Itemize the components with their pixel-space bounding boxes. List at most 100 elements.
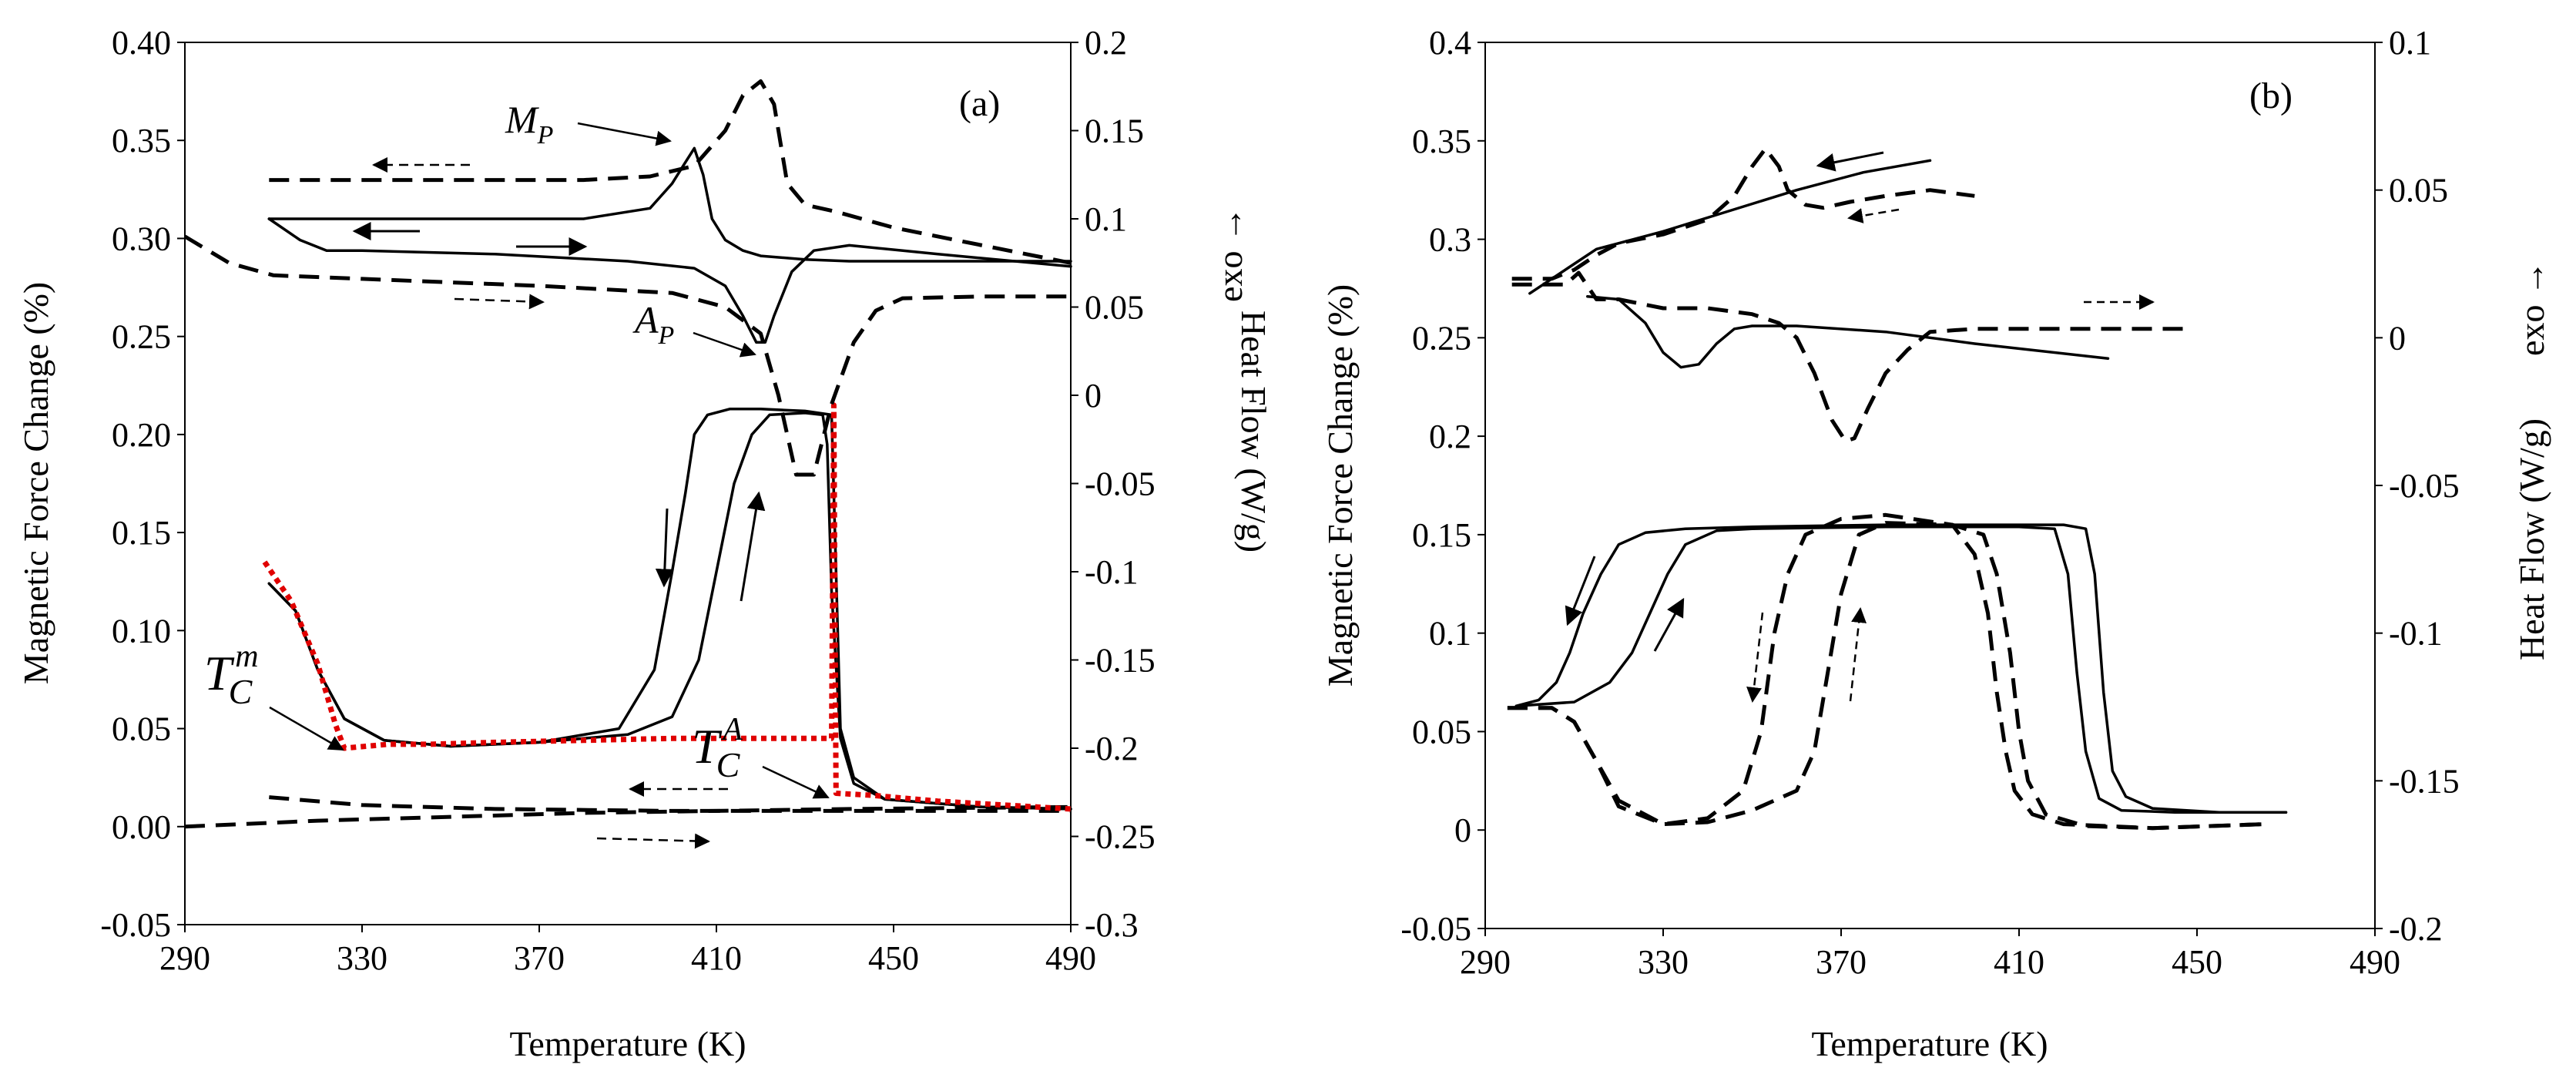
series-line-a-5: [267, 146, 1072, 263]
x-axis-label-b: Temperature (K): [1811, 1024, 2048, 1063]
plot-area-b: [1484, 42, 2376, 929]
y-tick-label: 0: [1454, 811, 1471, 849]
y-tick-label: 0.35: [112, 122, 171, 160]
x-tick-label: 290: [159, 939, 210, 977]
y-tick-label: 0.10: [112, 612, 171, 650]
y-tick-label: 0.15: [1412, 516, 1471, 554]
dir-arrow-dashed-left-top-b: [1847, 208, 1900, 223]
dir-arrow-dashed-down-b: [1746, 612, 1764, 703]
y2-tick-label: -0.2: [1085, 730, 1139, 767]
x-tick-label: 290: [1460, 943, 1511, 981]
y-axis-label-a: Magnetic Force Change (%): [16, 282, 55, 684]
y-tick-label: 0.05: [112, 710, 171, 748]
y2-tick-label: 0.1: [2389, 24, 2431, 62]
arrow-mp: [577, 122, 672, 146]
y2-tick-label: 0: [2389, 319, 2406, 357]
x-tick-label: 450: [2172, 943, 2222, 981]
x-tick-label: 450: [868, 939, 919, 977]
series-line-a-3: [184, 804, 1072, 829]
arrow-tca: [762, 765, 830, 799]
series-line-b-6: [1511, 146, 1975, 281]
panel-label-a: (a): [959, 83, 1000, 124]
x-tick-label: 490: [2350, 943, 2400, 981]
y2-exo-label-b: exo →: [2512, 260, 2551, 356]
annotation-ap: AP: [632, 298, 674, 350]
dir-arrow-dashed-right-mid: [454, 294, 545, 310]
y2-tick-label: -0.05: [2389, 467, 2460, 505]
series-line-b-4: [1528, 159, 1932, 295]
series-line-a-6: [267, 217, 1072, 344]
series-line-a-7: [269, 79, 1072, 265]
y-tick-label: 0.05: [1412, 713, 1471, 751]
series-line-a-4: [262, 402, 1072, 812]
y2-tick-label: 0.2: [1085, 24, 1127, 62]
y-tick-label: -0.05: [1400, 910, 1471, 948]
x-tick-label: 370: [1816, 943, 1867, 981]
panel-label-b: (b): [2249, 76, 2293, 116]
x-tick-label: 330: [1638, 943, 1689, 981]
annotation-mp: MP: [505, 98, 553, 149]
series-line-a-0: [267, 408, 1072, 811]
y-tick-label: 0.25: [1412, 319, 1471, 357]
y-tick-label: 0.3: [1429, 221, 1471, 259]
dir-arrow-solid-left-top-b: [1816, 151, 1884, 172]
y2-tick-label: -0.1: [1085, 553, 1139, 591]
series-line-b-3: [1507, 521, 2264, 831]
dir-arrow-dashed-up-b: [1849, 607, 1867, 702]
annotation-tca: TCA: [692, 712, 743, 784]
y-tick-label: 0.4: [1429, 24, 1471, 62]
y-tick-label: 0.00: [112, 808, 171, 846]
arrow-ap: [693, 331, 756, 358]
y2-tick-label: -0.3: [1085, 906, 1139, 944]
y2-tick-label: 0.05: [1085, 289, 1144, 327]
dir-arrow-solid-down: [655, 508, 674, 588]
series-line-a-8: [183, 234, 1071, 477]
y-axis-label-b: Magnetic Force Change (%): [1320, 284, 1360, 687]
plot-area-a: [184, 42, 1072, 925]
panel-b: 290 330 370 410 450 490 -0.05 0 0.05 0.1 0.15 0.2 0.…: [1320, 24, 2551, 1063]
dir-arrow-solid-up-b: [1653, 597, 1685, 652]
series-line-b-5: [1586, 294, 2110, 369]
dir-arrow-solid-up: [740, 491, 766, 602]
dir-arrow-dashed-right-low: [596, 833, 710, 849]
series-line-b-1: [1514, 525, 2288, 814]
y-tick-label: 0.2: [1429, 418, 1471, 455]
dir-arrow-solid-down-b: [1565, 556, 1596, 626]
y-tick-label: 0.20: [112, 416, 171, 454]
y-tick-label: 0.15: [112, 514, 171, 552]
y2-tick-label: -0.05: [1085, 465, 1156, 503]
y-tick-label: 0.35: [1412, 123, 1471, 160]
y2-axis-label-a: Heat Flow (W/g): [1234, 311, 1273, 552]
series-line-a-1: [267, 411, 1072, 811]
y-tick-label: 0.25: [112, 318, 171, 356]
y2-exo-label-a: exo →: [1210, 207, 1249, 302]
series-line-a-2: [269, 795, 1071, 813]
y-tick-label: 0.40: [112, 24, 171, 62]
ticks-a: 290 330 370 410 450 490-0.050.000.050.100.150…: [100, 24, 1155, 977]
series-line-b-0: [1514, 523, 2288, 814]
panel-a: 290 330 370 410 450 490-0.050.000.050.100.150…: [16, 24, 1273, 1063]
arrow-tcm: [269, 706, 344, 751]
ticks-b: 290 330 370 410 450 490 -0.05 0 0.05 0.1 0.15 0.2 0.…: [1400, 24, 2459, 981]
y-tick-label: -0.05: [100, 906, 171, 944]
y2-tick-label: -0.25: [1085, 818, 1156, 856]
y2-tick-label: -0.15: [2389, 762, 2460, 800]
y2-tick-label: -0.2: [2389, 910, 2443, 948]
y2-tick-label: -0.15: [1085, 642, 1156, 680]
y2-axis-label-b: Heat Flow (W/g): [2512, 418, 2551, 660]
x-tick-label: 410: [691, 939, 742, 977]
x-tick-label: 370: [514, 939, 565, 977]
x-tick-label: 410: [1994, 943, 2044, 981]
y2-tick-label: 0.15: [1085, 112, 1144, 150]
y2-tick-label: -0.1: [2389, 615, 2443, 653]
x-axis-label-a: Temperature (K): [509, 1024, 746, 1063]
y2-tick-label: 0: [1085, 377, 1102, 415]
x-tick-label: 490: [1045, 939, 1096, 977]
y-tick-label: 0.30: [112, 220, 171, 257]
series-a: [183, 79, 1072, 829]
y-tick-label: 0.1: [1429, 615, 1471, 653]
series-b: [1507, 146, 2288, 831]
y2-tick-label: 0.05: [2389, 172, 2448, 210]
